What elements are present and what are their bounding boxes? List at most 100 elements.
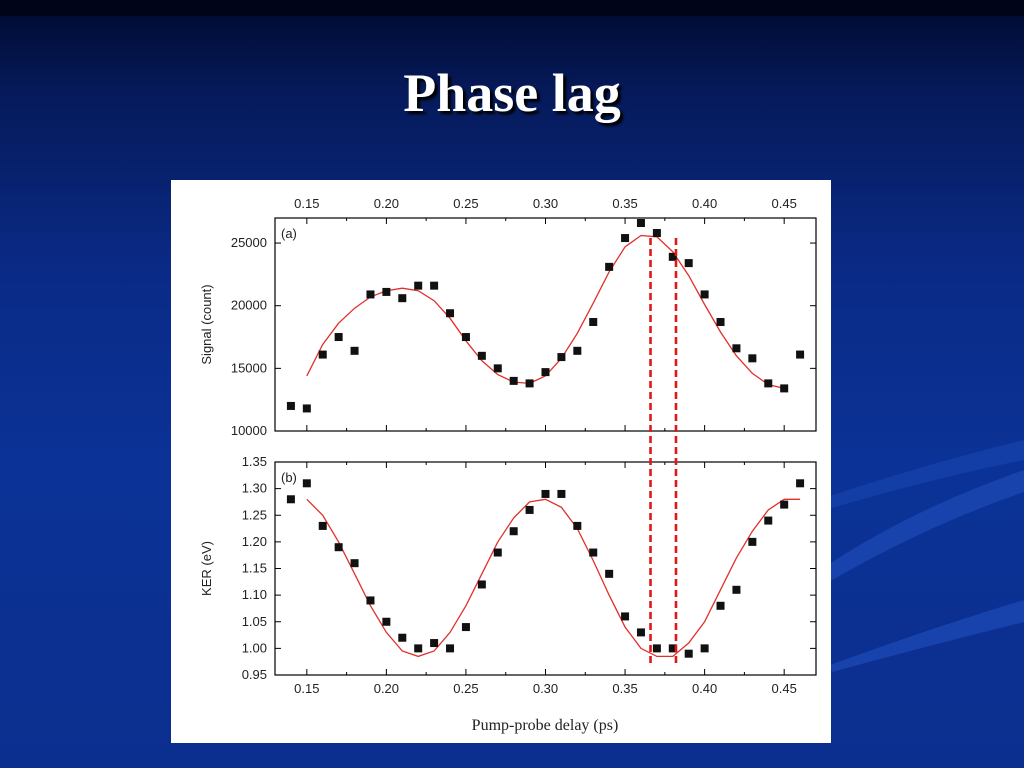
data-point — [557, 353, 566, 362]
y-axis-label: Signal (count) — [199, 284, 214, 364]
data-point — [430, 639, 439, 648]
data-point — [796, 350, 805, 359]
data-point — [477, 351, 486, 360]
data-point — [350, 346, 359, 355]
data-point — [493, 364, 502, 373]
data-point — [334, 543, 343, 552]
y-tick-label: 1.35 — [242, 454, 267, 469]
fit-curve — [306, 234, 785, 390]
data-point — [541, 489, 550, 498]
data-point — [334, 333, 343, 342]
data-point — [621, 612, 630, 621]
y-tick-label: 1.10 — [242, 587, 267, 602]
data-point — [461, 623, 470, 632]
data-point — [732, 344, 741, 353]
x-tick-label: 0.20 — [374, 196, 399, 211]
data-point — [573, 521, 582, 530]
data-point — [589, 317, 598, 326]
data-point — [716, 601, 725, 610]
phase-lag-chart: 0.15 0.20 0.25 0.30 0.35 0.40 0.45 10000 15000 20… — [199, 196, 817, 734]
data-point — [684, 649, 693, 658]
data-point — [366, 290, 375, 299]
data-point — [398, 633, 407, 642]
figure-panel: 0.15 0.20 0.25 0.30 0.35 0.40 0.45 10000 15000 20… — [171, 180, 831, 743]
y-tick-label: 1.15 — [242, 561, 267, 576]
data-point — [636, 219, 645, 228]
data-point — [525, 505, 534, 514]
data-point — [652, 229, 661, 238]
data-point — [668, 252, 677, 261]
panel-a: 0.15 0.20 0.25 0.30 0.35 0.40 0.45 10000 15000 20… — [199, 196, 817, 438]
x-tick-label: 0.30 — [533, 681, 558, 696]
y-tick-label: 15000 — [231, 360, 267, 375]
y-tick-label: 10000 — [231, 423, 267, 438]
slide-title: Phase lag — [403, 63, 621, 123]
panel-label: (b) — [281, 470, 297, 485]
data-point — [668, 644, 677, 653]
data-point — [382, 617, 391, 626]
data-point — [764, 516, 773, 525]
data-point — [446, 309, 455, 318]
phase-markers — [649, 238, 678, 664]
data-point — [636, 628, 645, 637]
data-point — [446, 644, 455, 653]
data-point — [477, 580, 486, 589]
data-point — [430, 281, 439, 290]
data-point — [780, 384, 789, 393]
x-tick-label: 0.40 — [692, 681, 717, 696]
data-point — [573, 346, 582, 355]
y-axis-label: KER (eV) — [199, 541, 214, 596]
y-tick-label: 1.30 — [242, 481, 267, 496]
data-point — [684, 259, 693, 268]
data-point — [716, 317, 725, 326]
x-tick-label: 0.25 — [453, 681, 478, 696]
x-tick-label: 0.30 — [533, 196, 558, 211]
y-tick-label: 25000 — [231, 235, 267, 250]
data-point — [286, 495, 295, 504]
data-point — [350, 559, 359, 568]
data-point — [700, 644, 709, 653]
data-point — [509, 376, 518, 385]
data-point — [605, 262, 614, 271]
x-tick-label: 0.45 — [772, 681, 797, 696]
data-point — [732, 585, 741, 594]
data-point — [302, 479, 311, 488]
data-point — [509, 527, 518, 536]
x-tick-label: 0.15 — [294, 196, 319, 211]
x-tick-label: 0.35 — [612, 196, 637, 211]
data-point — [700, 290, 709, 299]
panel-label: (a) — [281, 226, 297, 241]
top-band — [0, 0, 1024, 16]
x-tick-label: 0.45 — [772, 196, 797, 211]
fit-curve — [306, 498, 801, 658]
data-point — [414, 281, 423, 290]
data-point — [414, 644, 423, 653]
data-point — [541, 368, 550, 377]
x-tick-label: 0.20 — [374, 681, 399, 696]
data-point — [525, 379, 534, 388]
y-tick-label: 1.05 — [242, 614, 267, 629]
data-point — [605, 569, 614, 578]
y-tick-label: 0.95 — [242, 667, 267, 682]
data-point — [382, 287, 391, 296]
data-point — [461, 333, 470, 342]
data-point — [302, 404, 311, 413]
x-tick-label: 0.25 — [453, 196, 478, 211]
y-tick-label: 1.25 — [242, 507, 267, 522]
data-point — [398, 294, 407, 303]
data-point — [589, 548, 598, 557]
plot-frame — [274, 217, 817, 432]
data-point — [366, 596, 375, 605]
y-tick-label: 20000 — [231, 298, 267, 313]
data-point — [764, 379, 773, 388]
data-point — [652, 644, 661, 653]
y-tick-label: 1.00 — [242, 640, 267, 655]
data-point — [621, 234, 630, 243]
panel-b: 0.15 0.20 0.25 0.30 0.35 0.40 0.45 0.95 1.00 1.05… — [199, 454, 817, 696]
data-point — [493, 548, 502, 557]
y-tick-label: 1.20 — [242, 534, 267, 549]
data-point — [286, 401, 295, 410]
data-point — [557, 489, 566, 498]
data-point — [748, 537, 757, 546]
data-point — [318, 521, 327, 530]
